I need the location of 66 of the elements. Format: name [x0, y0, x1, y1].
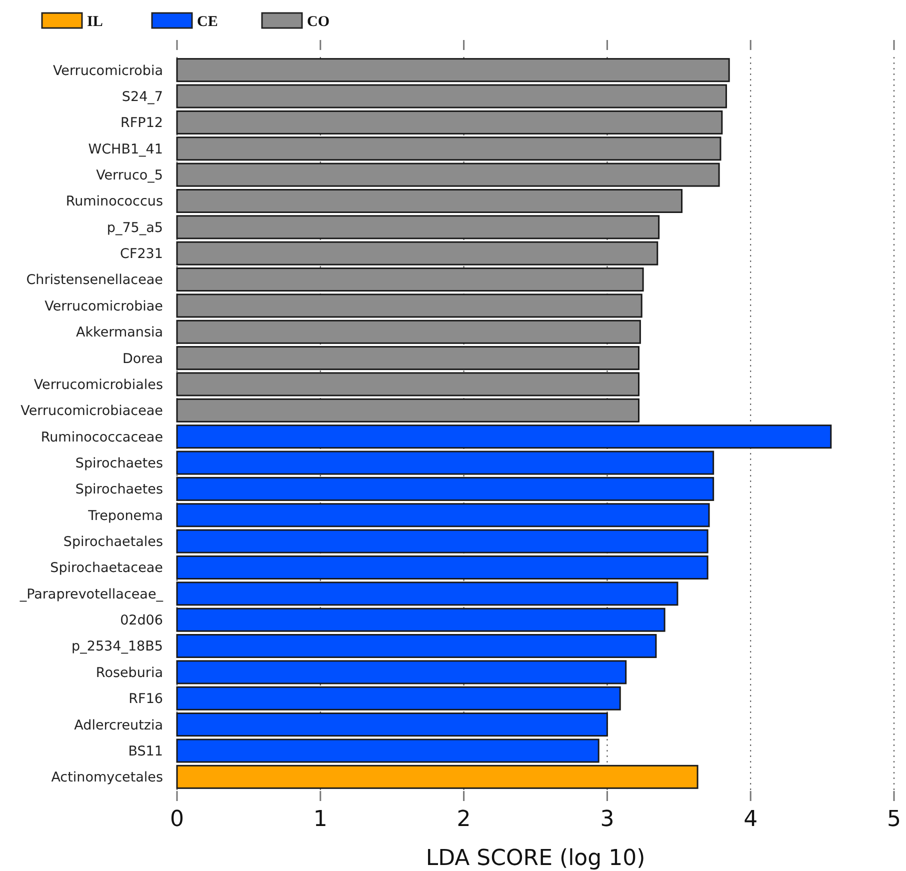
- bar: [176, 58, 730, 82]
- y-tick-label: S24_7: [122, 88, 163, 105]
- bar: [176, 424, 832, 449]
- y-tick-label: Ruminococcus: [66, 194, 163, 210]
- y-tick-label: p_75_a5: [106, 220, 163, 236]
- bar: [176, 162, 720, 187]
- bar: [176, 241, 658, 266]
- y-tick-label: Spirochaetes: [75, 482, 163, 498]
- bar: [176, 398, 640, 422]
- bar: [176, 686, 621, 710]
- legend-label: IL: [87, 14, 103, 30]
- x-tick-label: 1: [313, 807, 328, 832]
- y-tick-label: Christensenellaceae: [26, 272, 163, 288]
- bar: [176, 372, 640, 396]
- x-tick-label: 4: [744, 807, 758, 832]
- y-tick-label: RF16: [128, 691, 163, 708]
- bar: [176, 450, 714, 475]
- y-tick-label: Spirochaetales: [63, 534, 163, 550]
- y-tick-label: 02d06: [120, 612, 163, 629]
- y-tick-label: Verrucomicrobiaceae: [20, 403, 163, 420]
- bar: [176, 529, 708, 554]
- y-tick-label: Dorea: [122, 350, 163, 367]
- bar: [176, 188, 683, 213]
- y-tick-label: BS11: [128, 743, 163, 760]
- y-tick-label: Treponema: [87, 508, 163, 524]
- y-tick-label: Spirochaetes: [75, 455, 163, 472]
- y-tick-label: CF231: [120, 246, 163, 262]
- x-tick-label: 2: [456, 807, 471, 832]
- bar: [176, 738, 600, 763]
- bar: [176, 294, 642, 318]
- x-axis-title: LDA SCORE (log 10): [426, 846, 646, 871]
- bar: [176, 660, 627, 684]
- y-tick-label: WCHB1_41: [88, 141, 163, 158]
- y-tick-label: Roseburia: [96, 664, 163, 681]
- y-tick-label: Verrucomicrobiales: [34, 376, 163, 393]
- bar: [176, 320, 641, 344]
- y-tick-label: Akkermansia: [76, 324, 163, 341]
- y-tick-label: RFP12: [120, 115, 163, 132]
- bar: [176, 555, 708, 580]
- y-tick-label: Verrucomicrobiae: [44, 298, 163, 314]
- bar: [176, 110, 723, 134]
- x-tick-label: 0: [170, 807, 184, 832]
- bar: [176, 136, 722, 161]
- legend-label: CO: [307, 14, 330, 30]
- y-tick-label: _Paraprevotellaceae_: [18, 586, 164, 602]
- y-tick-label: Verruco_5: [96, 168, 163, 184]
- x-tick-label: 5: [887, 807, 901, 832]
- y-tick-label: Actinomycetales: [51, 770, 163, 786]
- bar: [176, 215, 660, 240]
- y-tick-label: Spirochaetaceae: [50, 560, 163, 576]
- y-tick-label: Ruminococcaceae: [40, 429, 163, 446]
- bar: [176, 582, 678, 606]
- bar: [176, 84, 727, 108]
- y-tick-label: p_2534_18B5: [72, 638, 163, 655]
- y-tick-label: Adlercreutzia: [74, 717, 163, 734]
- bar: [176, 268, 644, 292]
- bar: [176, 608, 666, 632]
- bar: [176, 346, 640, 370]
- bar: [176, 476, 714, 501]
- bar: [176, 503, 710, 528]
- x-tick-label: 3: [600, 807, 614, 832]
- bar: [176, 712, 608, 737]
- legend-label: CE: [197, 14, 218, 30]
- y-tick-label: Verrucomicrobia: [52, 62, 163, 79]
- bar: [176, 764, 698, 789]
- bar: [176, 634, 657, 658]
